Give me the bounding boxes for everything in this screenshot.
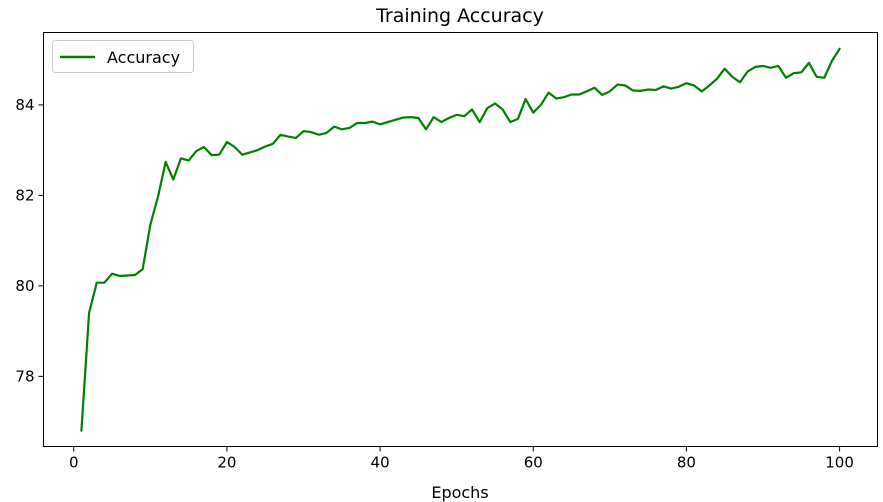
y-tick-label: 82 bbox=[15, 186, 34, 204]
plot-frame bbox=[43, 32, 878, 447]
x-tick-label: 80 bbox=[677, 454, 696, 472]
x-tick-label: 0 bbox=[69, 454, 79, 472]
x-axis: 0 20 40 60 80 100 bbox=[69, 446, 854, 472]
x-tick-label: 60 bbox=[524, 454, 543, 472]
x-tick-label: 20 bbox=[217, 454, 236, 472]
legend: Accuracy bbox=[52, 40, 194, 73]
series-lines bbox=[80, 47, 841, 432]
y-axis: 78 80 82 84 bbox=[15, 96, 44, 385]
x-axis-label: Epochs bbox=[431, 483, 488, 502]
y-tick-label: 78 bbox=[15, 367, 34, 385]
chart-title: Training Accuracy bbox=[375, 5, 544, 27]
y-tick-label: 80 bbox=[15, 277, 34, 295]
x-tick-label: 100 bbox=[825, 454, 854, 472]
x-tick-label: 40 bbox=[371, 454, 390, 472]
series-line-accuracy bbox=[80, 47, 841, 432]
plot-area: 0 20 40 60 80 100 78 80 82 84 bbox=[15, 32, 878, 472]
legend-label-accuracy: Accuracy bbox=[107, 48, 180, 67]
y-tick-label: 84 bbox=[15, 96, 34, 114]
legend-box bbox=[52, 40, 194, 73]
